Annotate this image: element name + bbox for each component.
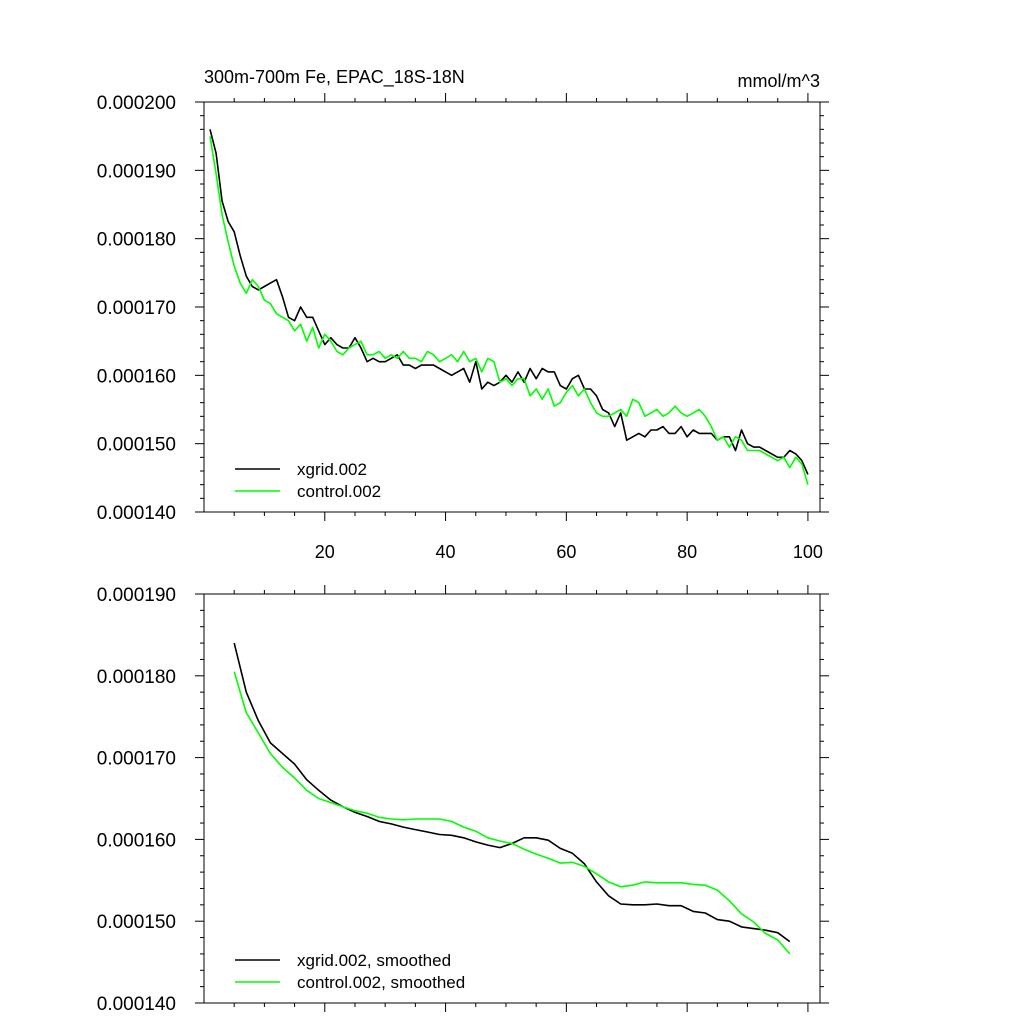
series-line-1	[233, 671, 791, 955]
plot-frame	[203, 593, 821, 1004]
x-tick-label: 40	[436, 542, 456, 562]
legend-label: control.002, smoothed	[297, 973, 465, 992]
y-tick-label: 0.000140	[97, 503, 176, 524]
y-tick-label: 0.000150	[97, 435, 176, 456]
legend-label: xgrid.002	[297, 460, 367, 479]
y-tick-label: 0.000160	[97, 830, 176, 851]
y-tick-label: 0.000200	[97, 93, 176, 114]
top-panel: 20 40 60 80 100 0.000140 0.000150 0.000160 0.000…	[97, 93, 829, 562]
plot-frame	[203, 101, 821, 513]
units-label: mmol/m^3	[738, 71, 820, 91]
legend-label: xgrid.002, smoothed	[297, 951, 451, 970]
y-tick-label: 0.000150	[97, 912, 176, 933]
bottom-panel: 0.000140 0.000150 0.000160 0.000170 0.000180…	[97, 585, 829, 1015]
chart-title: 300m-700m Fe, EPAC_18S-18N	[204, 67, 465, 88]
series-line-1	[209, 136, 809, 485]
y-tick-label: 0.000170	[97, 298, 176, 319]
y-tick-label: 0.000170	[97, 749, 176, 770]
x-tick-label: 20	[315, 542, 335, 562]
y-tick-label: 0.000190	[97, 585, 176, 606]
y-tick-label: 0.000180	[97, 667, 176, 688]
series-line-0	[209, 129, 809, 475]
series-line-0	[233, 642, 791, 943]
x-tick-label: 100	[793, 542, 823, 562]
y-tick-label: 0.000140	[97, 994, 176, 1015]
y-tick-label: 0.000160	[97, 366, 176, 387]
y-tick-label: 0.000190	[97, 161, 176, 182]
y-tick-label: 0.000180	[97, 230, 176, 251]
x-tick-label: 60	[556, 542, 576, 562]
legend-label: control.002	[297, 482, 381, 501]
x-tick-label: 80	[677, 542, 697, 562]
